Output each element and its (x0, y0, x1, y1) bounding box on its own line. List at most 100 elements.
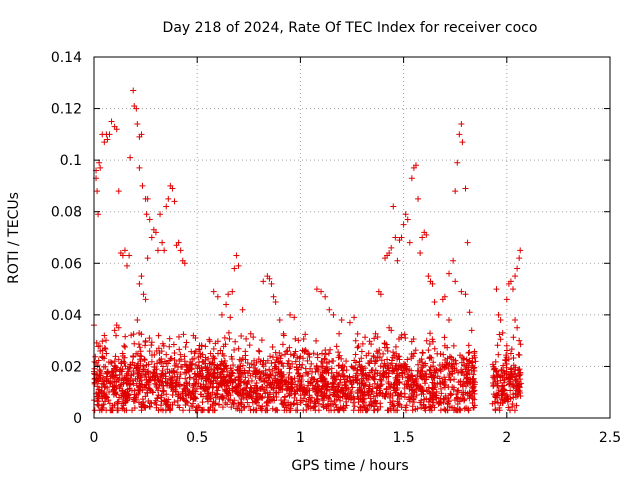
x-tick-label: 0.5 (186, 430, 208, 446)
data-point (279, 360, 286, 367)
data-point (226, 371, 233, 378)
data-point (399, 374, 406, 381)
data-point (253, 379, 260, 386)
data-point (373, 348, 380, 355)
data-point (446, 270, 453, 277)
data-point (272, 349, 279, 356)
data-point (191, 371, 198, 378)
data-point (398, 332, 405, 339)
data-point (363, 375, 370, 382)
data-point (499, 387, 506, 394)
data-point (335, 362, 342, 369)
data-point (250, 334, 257, 341)
data-point (103, 350, 110, 357)
data-point (98, 387, 105, 394)
data-point (141, 366, 148, 373)
data-point (392, 234, 399, 241)
data-point (145, 368, 152, 375)
data-point (243, 385, 250, 392)
data-point (134, 121, 141, 128)
data-point (278, 360, 285, 367)
data-point (160, 363, 167, 370)
data-point (252, 364, 259, 371)
data-point (176, 346, 183, 353)
data-point (264, 394, 271, 401)
data-point (512, 273, 519, 280)
data-point (315, 400, 322, 407)
data-point (373, 357, 380, 364)
data-point (106, 131, 113, 138)
data-point (175, 364, 182, 371)
data-point (243, 394, 250, 401)
data-point (235, 373, 242, 380)
data-point (435, 311, 442, 318)
data-point (431, 367, 438, 374)
data-point (403, 363, 410, 370)
data-point (115, 356, 122, 363)
data-point (269, 343, 276, 350)
data-point (385, 362, 392, 369)
data-point (258, 394, 265, 401)
data-point (425, 347, 432, 354)
data-point (517, 392, 524, 399)
data-point (491, 400, 498, 407)
data-point (404, 216, 411, 223)
data-point (108, 407, 115, 414)
data-point (135, 341, 142, 348)
data-point (304, 402, 311, 409)
data-point (96, 159, 103, 166)
data-point (395, 335, 402, 342)
data-point (136, 330, 143, 337)
data-point (134, 317, 141, 324)
data-point (310, 350, 317, 357)
data-point (465, 366, 472, 373)
data-point (430, 384, 437, 391)
data-point (148, 234, 155, 241)
data-point (429, 385, 436, 392)
data-point (377, 363, 384, 370)
data-point (314, 392, 321, 399)
data-point (373, 390, 380, 397)
data-point (340, 390, 347, 397)
data-point (101, 355, 108, 362)
data-point (299, 361, 306, 368)
data-point (322, 383, 329, 390)
data-point (333, 369, 340, 376)
data-point (226, 373, 233, 380)
data-point (490, 363, 497, 370)
data-point (419, 349, 426, 356)
data-point (108, 359, 115, 366)
data-point (414, 383, 421, 390)
data-point (470, 404, 477, 411)
data-point (117, 366, 124, 373)
data-point (123, 407, 130, 414)
data-point (116, 394, 123, 401)
data-point (292, 358, 299, 365)
data-point (124, 262, 131, 269)
data-point (185, 387, 192, 394)
data-point (113, 126, 120, 133)
data-point (227, 314, 234, 321)
data-point (336, 362, 343, 369)
data-point (441, 384, 448, 391)
data-point (358, 355, 365, 362)
data-point (263, 384, 270, 391)
data-point (104, 369, 111, 376)
data-point (471, 367, 478, 374)
data-point (210, 288, 217, 295)
data-point (455, 387, 462, 394)
data-point (101, 139, 108, 146)
data-point (266, 398, 273, 405)
data-point (454, 159, 461, 166)
data-point (499, 399, 506, 406)
y-tick-labels: 0 0.02 0.04 0.06 0.08 0.1 0.12 0.14 (51, 50, 82, 427)
data-point (141, 356, 148, 363)
data-point (94, 362, 101, 369)
data-point (195, 380, 202, 387)
data-point (313, 388, 320, 395)
data-point (512, 378, 519, 385)
data-point (367, 357, 374, 364)
data-point (232, 405, 239, 412)
data-point (358, 385, 365, 392)
data-point (451, 405, 458, 412)
